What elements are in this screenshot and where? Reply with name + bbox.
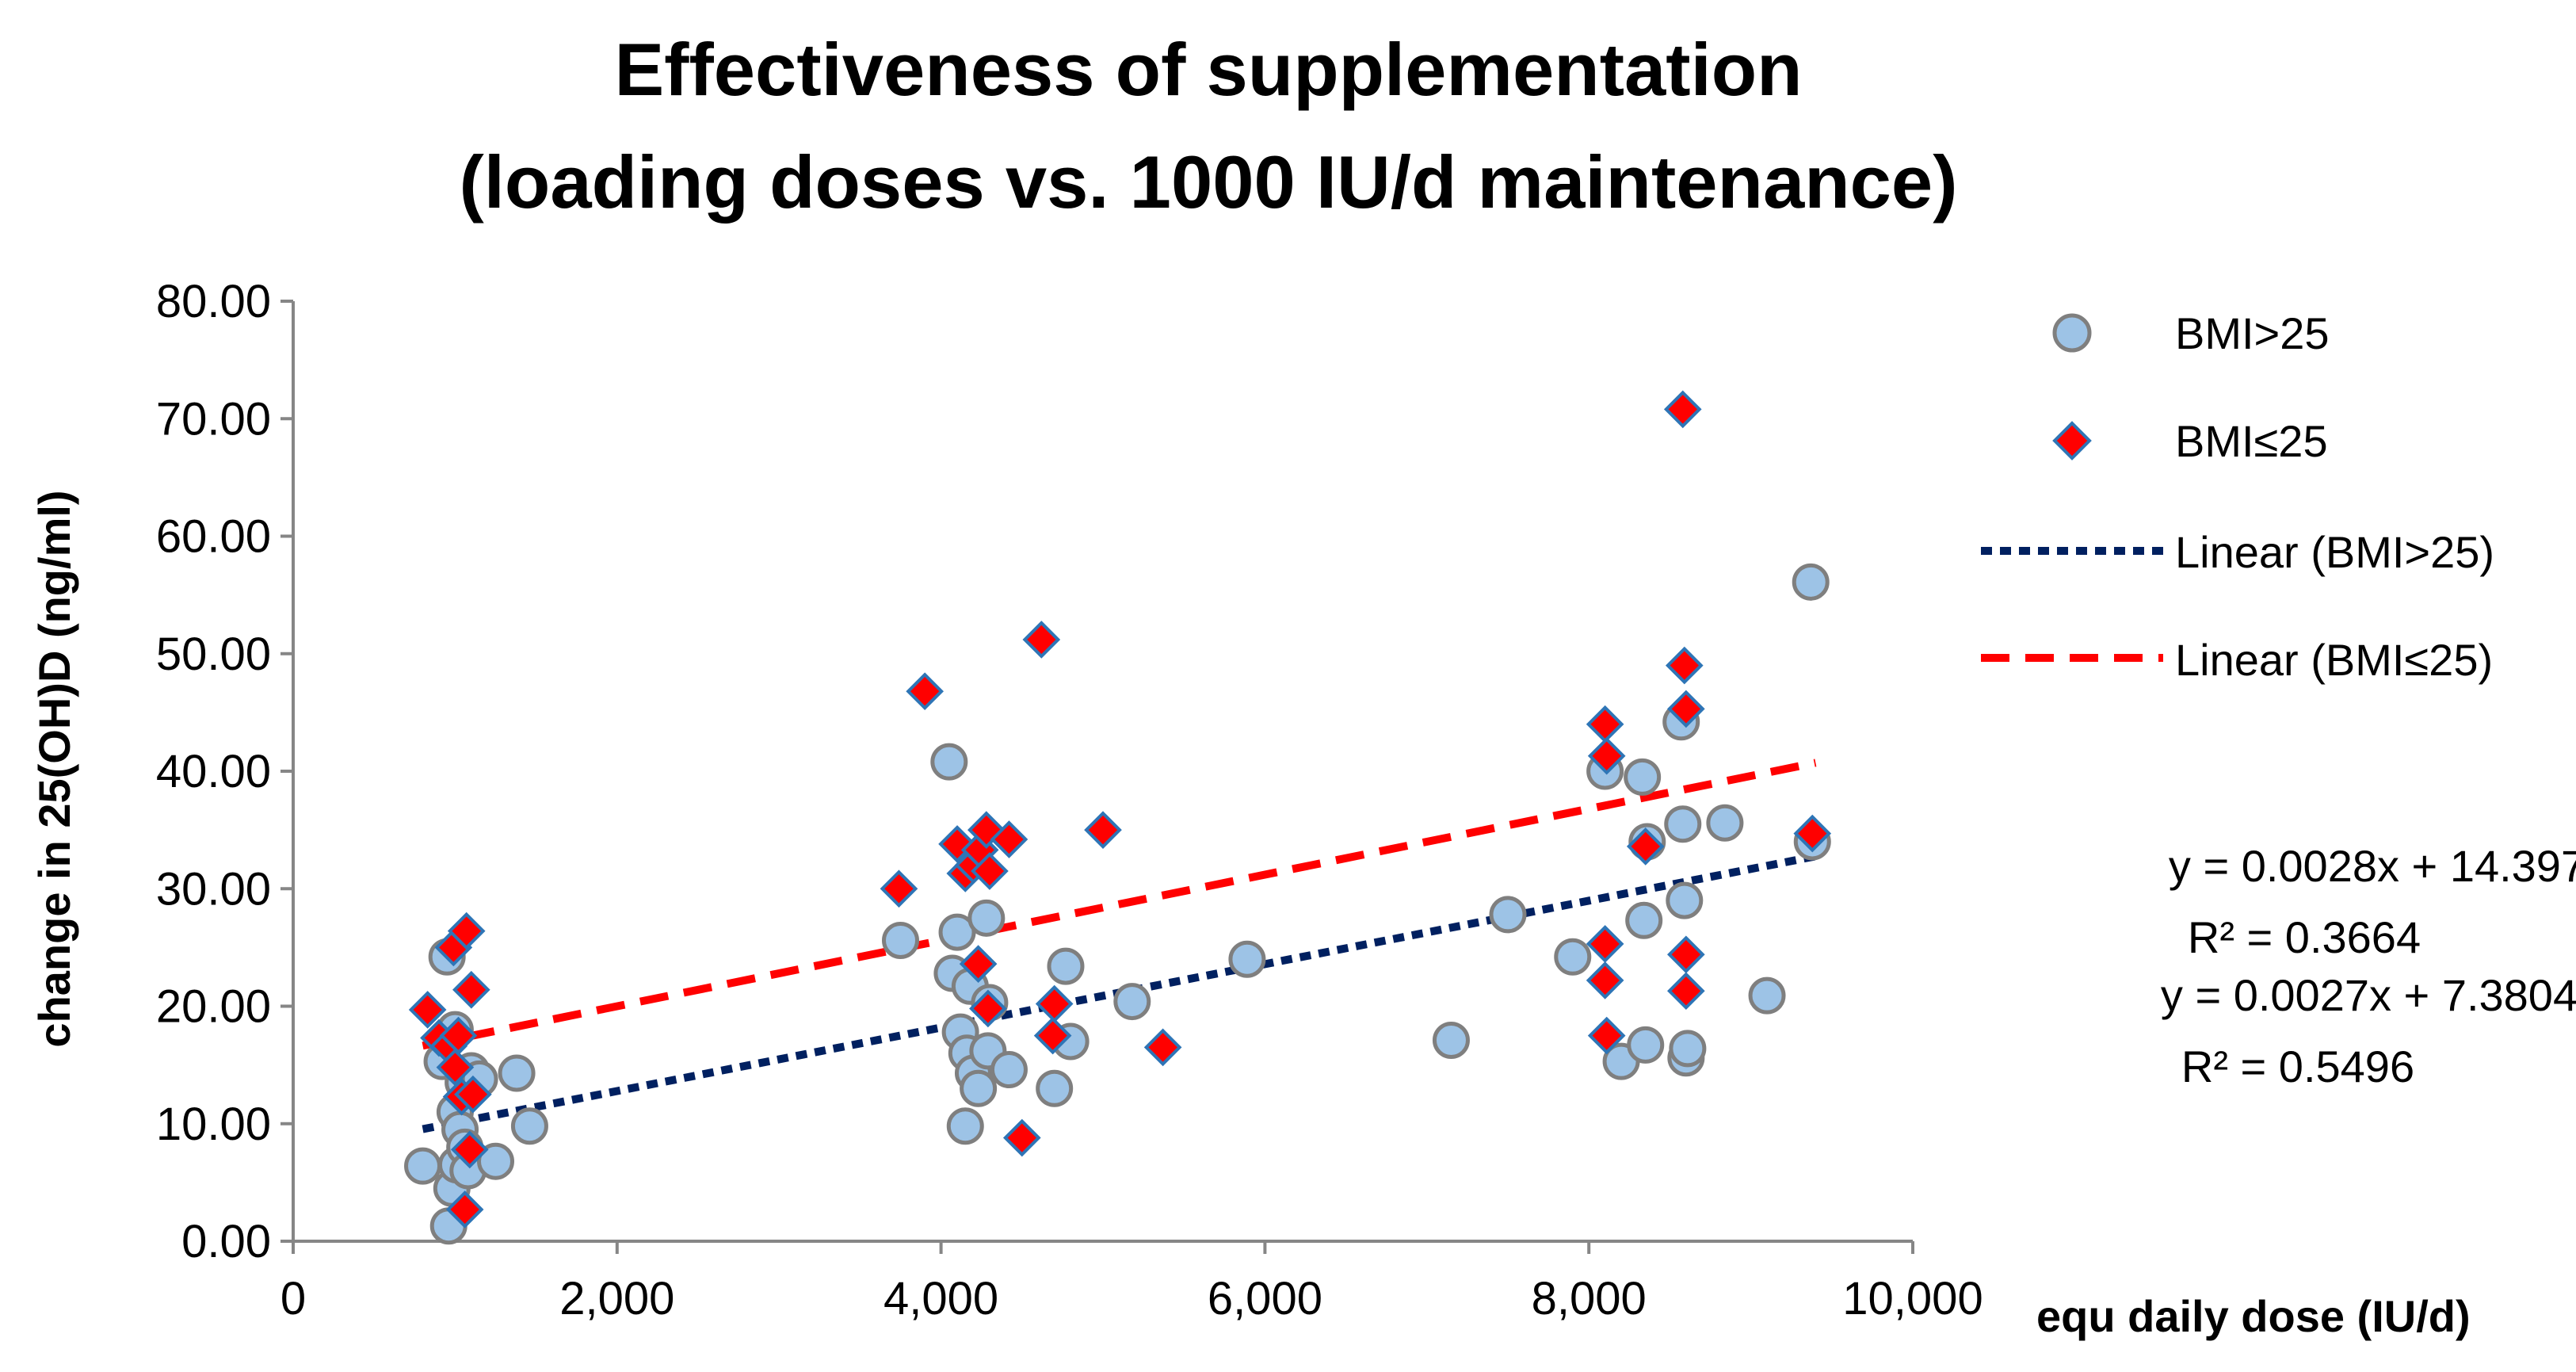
point-bmi-under-25 [447, 911, 486, 950]
point-bmi-under-25 [1587, 1016, 1626, 1055]
point-bmi-over-25 [1627, 1026, 1665, 1064]
y-tick-label: 80.00 [156, 276, 271, 327]
x-tick-label: 2,000 [559, 1273, 674, 1324]
y-tick-label: 20.00 [156, 981, 271, 1033]
point-bmi-under-25 [1587, 736, 1626, 775]
point-bmi-over-25 [930, 743, 968, 781]
point-bmi-under-25 [1793, 814, 1832, 853]
legend-label-linear-bmi-under-25: Linear (BMI≤25) [2175, 635, 2493, 685]
trendline-bmi-under-25 [422, 759, 1817, 1050]
point-bmi-over-25 [404, 1147, 442, 1185]
point-bmi-over-25 [510, 1107, 548, 1145]
legend-marker-bmi-under-25 [2052, 421, 2092, 461]
y-tick-label: 40.00 [156, 746, 271, 797]
point-bmi-over-25 [938, 913, 976, 951]
point-bmi-over-25 [1554, 938, 1592, 976]
point-bmi-under-25 [906, 672, 944, 711]
x-tick-label: 6,000 [1208, 1273, 1322, 1324]
y-tick-label: 70.00 [156, 393, 271, 445]
point-bmi-under-25 [408, 991, 447, 1029]
point-bmi-under-25 [1626, 827, 1665, 866]
point-bmi-under-25 [1022, 621, 1061, 659]
legend-label-bmi-under-25: BMI≤25 [2175, 416, 2328, 466]
axes [292, 301, 1913, 1243]
point-bmi-under-25 [445, 1190, 484, 1229]
point-bmi-under-25 [454, 1075, 492, 1114]
r2-bmi-under-25: R² = 0.3664 [2188, 912, 2421, 962]
point-bmi-under-25 [971, 852, 1009, 890]
point-bmi-under-25 [969, 989, 1007, 1028]
point-bmi-under-25 [1586, 925, 1624, 963]
point-bmi-over-25 [1792, 563, 1830, 601]
point-bmi-under-25 [1667, 935, 1705, 974]
point-bmi-over-25 [1748, 976, 1786, 1015]
point-bmi-over-25 [1228, 940, 1266, 978]
point-bmi-under-25 [436, 1048, 475, 1087]
point-bmi-under-25 [439, 1016, 478, 1055]
x-ticks: 0 2,000 4,000 6,000 8,000 10,000 [280, 1241, 1983, 1324]
point-bmi-over-25 [1625, 901, 1663, 939]
x-axis-label: equ daily dose (IU/d) [2036, 1291, 2471, 1341]
y-tick-label: 10.00 [156, 1099, 271, 1150]
point-bmi-under-25 [452, 970, 490, 1009]
x-tick-label: 4,000 [883, 1273, 998, 1324]
point-bmi-under-25 [880, 869, 918, 908]
y-tick-label: 50.00 [156, 629, 271, 680]
point-bmi-under-25 [1586, 705, 1624, 743]
chart-title-line-1: Effectiveness of supplementation [614, 28, 1802, 111]
y-axis-label: change in 25(OH)D (ng/ml) [29, 490, 79, 1047]
point-bmi-over-25 [1489, 896, 1527, 934]
point-bmi-over-25 [1664, 805, 1702, 843]
point-bmi-over-25 [477, 1142, 514, 1180]
equation-bmi-under-25: y = 0.0028x + 14.397 [2169, 841, 2576, 891]
point-bmi-over-25 [1047, 947, 1085, 985]
point-bmi-over-25 [1113, 983, 1151, 1021]
point-bmi-over-25 [1666, 881, 1704, 919]
point-bmi-under-25 [450, 1130, 489, 1169]
legend: BMI>25 BMI≤25 Linear (BMI>25) Linear (BM… [1981, 308, 2494, 685]
point-bmi-over-25 [1669, 1030, 1707, 1068]
point-bmi-over-25 [967, 899, 1006, 937]
y-tick-label: 60.00 [156, 511, 271, 563]
point-bmi-over-25 [1706, 804, 1744, 842]
equation-bmi-over-25: y = 0.0027x + 7.3804 [2161, 970, 2576, 1020]
point-bmi-under-25 [990, 820, 1028, 858]
point-bmi-under-25 [1143, 1028, 1182, 1067]
y-tick-label: 30.00 [156, 863, 271, 915]
point-bmi-under-25 [1084, 811, 1122, 849]
point-bmi-over-25 [990, 1051, 1028, 1089]
point-bmi-under-25 [1663, 390, 1702, 429]
point-bmi-over-25 [960, 1069, 998, 1107]
point-bmi-over-25 [1036, 1069, 1074, 1107]
point-bmi-under-25 [959, 945, 998, 983]
x-tick-label: 8,000 [1532, 1273, 1647, 1324]
point-bmi-over-25 [1624, 758, 1662, 796]
point-bmi-over-25 [498, 1054, 536, 1092]
point-bmi-under-25 [1665, 646, 1704, 685]
y-tick-label: 0.00 [181, 1216, 271, 1267]
point-bmi-under-25 [1586, 961, 1624, 999]
point-bmi-over-25 [1432, 1021, 1470, 1059]
legend-label-linear-bmi-over-25: Linear (BMI>25) [2175, 527, 2494, 577]
point-bmi-under-25 [1667, 972, 1705, 1011]
point-bmi-over-25 [882, 921, 919, 959]
point-bmi-under-25 [1035, 984, 1074, 1023]
data-points [404, 390, 1832, 1245]
x-tick-label: 0 [280, 1273, 306, 1324]
point-bmi-under-25 [1667, 690, 1705, 728]
point-bmi-under-25 [1033, 1016, 1072, 1055]
x-tick-label: 10,000 [1842, 1273, 1983, 1324]
legend-label-bmi-over-25: BMI>25 [2175, 308, 2330, 358]
y-ticks: 0.00 10.00 20.00 30.00 40.00 50.00 60.00 70.00 8… [156, 276, 293, 1267]
r2-bmi-over-25: R² = 0.5496 [2181, 1041, 2414, 1091]
point-bmi-under-25 [1002, 1118, 1041, 1157]
chart-title-line-2: (loading doses vs. 1000 IU/d maintenance… [459, 140, 1957, 224]
legend-marker-bmi-over-25 [2052, 313, 2092, 353]
point-bmi-over-25 [946, 1107, 984, 1145]
